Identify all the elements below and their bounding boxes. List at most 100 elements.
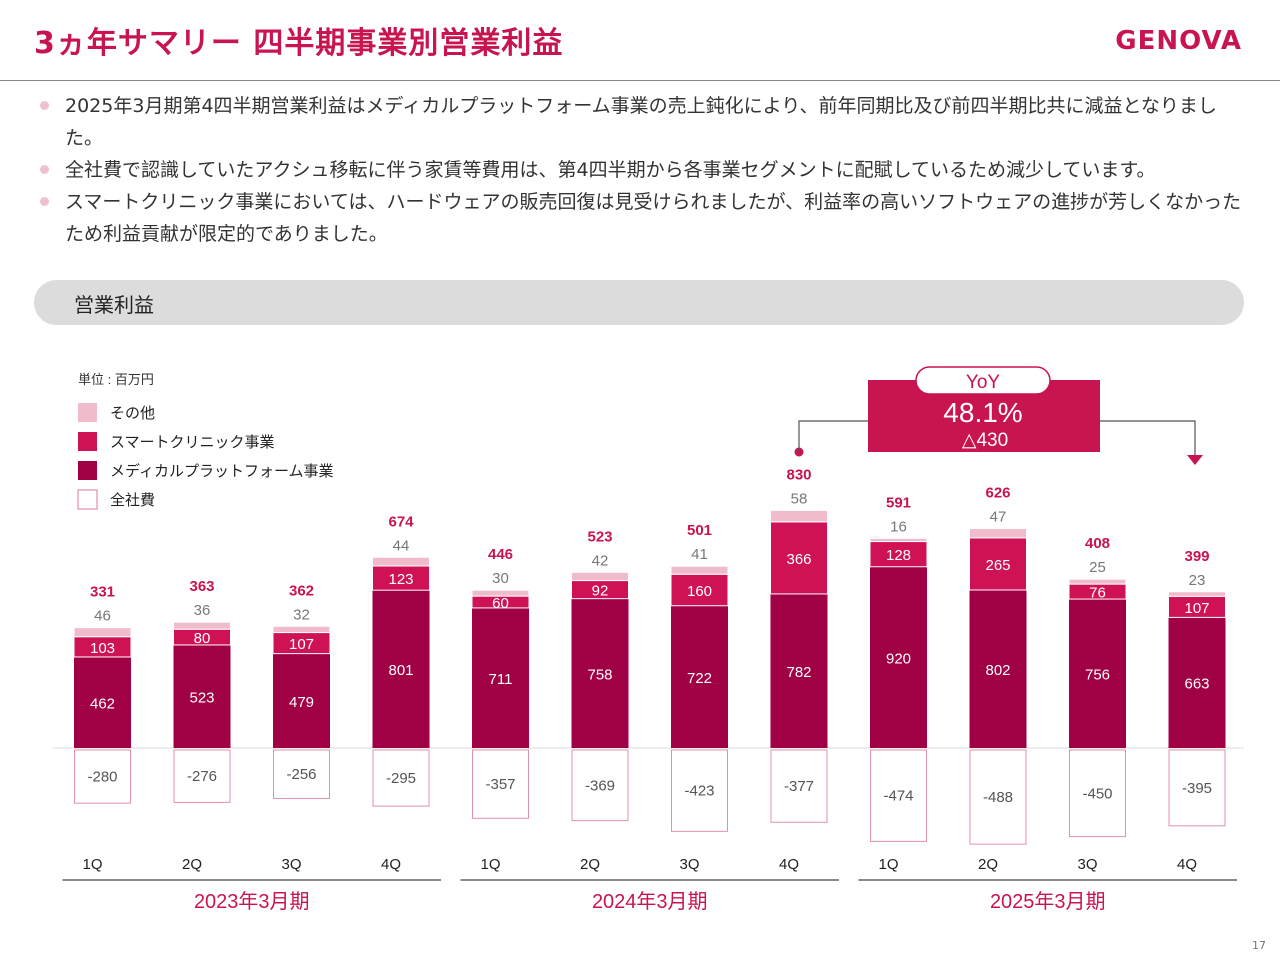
label-medical: 756 [1085,667,1110,684]
x-tick-label: 1Q [480,856,500,873]
x-tick-label: 4Q [779,856,799,873]
bar-corporate [273,749,330,799]
legend-label: スマートクリニック事業 [110,434,275,451]
callout-arrow-icon [1187,455,1203,465]
bullet-text: 2025年3月期第4四半期営業利益はメディカルプラットフォーム事業の売上鈍化によ… [65,95,1217,149]
label-other: 41 [691,546,708,563]
legend-label: メディカルプラットフォーム事業 [110,462,334,480]
bar-medical [273,653,330,748]
bar-other [670,565,729,575]
bar-other [471,589,530,597]
label-corporate: -256 [286,766,316,783]
label-other: 23 [1189,572,1206,589]
bullet-text: スマートクリニック事業においては、ハードウェアの販売回復は見受けられましたが、利… [65,191,1242,245]
label-total: 674 [388,513,414,530]
fiscal-year-label: 2023年3月期 [194,890,310,913]
label-corporate: -276 [187,768,217,785]
label-smart-clinic: 123 [388,571,413,588]
bar-other [869,537,928,543]
label-other: 16 [890,518,907,535]
bar-other [770,509,828,523]
bar-smart-clinic [770,521,828,595]
label-other: 30 [492,570,509,587]
label-smart-clinic: 80 [194,630,211,647]
title-divider [0,80,1280,81]
label-smart-clinic: 107 [289,636,314,653]
label-medical: 802 [985,662,1010,679]
label-smart-clinic: 60 [492,595,509,612]
bar-medical [1168,617,1226,748]
bar-corporate [671,749,728,832]
label-total: 399 [1184,548,1209,565]
bar-medical [870,566,927,748]
bar-other [73,627,132,638]
bar-corporate [969,749,1027,845]
bullet-item: 2025年3月期第4四半期営業利益はメディカルプラットフォーム事業の売上鈍化によ… [40,90,1250,154]
label-smart-clinic: 160 [687,583,712,600]
bar-other [1168,591,1226,597]
label-medical: 758 [587,666,612,683]
section-header: 営業利益 [34,280,1244,325]
label-total: 591 [886,494,911,511]
x-tick-label: 1Q [878,856,898,873]
x-tick-label: 1Q [82,856,102,873]
bar-smart-clinic [969,537,1027,591]
bar-medical [571,598,629,748]
bar-other [173,621,231,630]
bar-smart-clinic [372,565,430,591]
label-corporate: -450 [1082,785,1112,802]
legend-label: その他 [110,405,155,422]
bar-medical [770,593,828,748]
label-corporate: -395 [1182,780,1212,797]
bar-other [272,625,331,634]
bar-corporate [173,749,231,803]
label-corporate: -377 [784,778,814,795]
callout-label: YoY [966,372,1000,393]
label-other: 46 [94,608,111,625]
x-tick-label: 4Q [381,856,401,873]
label-medical: 523 [189,689,214,706]
bar-corporate [571,749,629,822]
bar-other [372,556,430,567]
label-medical: 920 [886,650,911,667]
bar-medical [472,607,529,748]
bar-smart-clinic [869,541,928,568]
label-medical: 711 [489,671,513,688]
bar-medical [74,656,131,748]
label-smart-clinic: 76 [1089,585,1106,602]
label-total: 331 [90,584,115,601]
label-smart-clinic: 92 [592,583,609,600]
label-corporate: -488 [983,789,1013,806]
label-other: 47 [990,509,1007,526]
x-tick-label: 3Q [1077,856,1097,873]
fiscal-year-label: 2025年3月期 [990,890,1106,913]
section-label: 営業利益 [74,293,154,317]
x-tick-label: 4Q [1177,856,1197,873]
bar-corporate [1168,749,1226,827]
bullet-item: 全社費で認識していたアクシュ移転に伴う家賃等費用は、第4四半期から各事業セグメン… [40,154,1250,186]
legend-label: 全社費 [110,491,155,509]
label-smart-clinic: 128 [886,547,911,564]
bullet-text: 全社費で認識していたアクシュ移転に伴う家賃等費用は、第4四半期から各事業セグメン… [65,159,1156,181]
label-other: 32 [293,606,310,623]
x-tick-label: 3Q [281,856,301,873]
bullet-dot-icon [40,101,49,110]
label-other: 58 [791,490,808,507]
bar-corporate [870,749,927,842]
bar-corporate [472,749,529,819]
label-total: 362 [289,582,314,599]
label-corporate: -369 [585,777,615,794]
label-medical: 801 [388,662,413,679]
label-corporate: -280 [87,769,117,786]
label-smart-clinic: 103 [90,640,115,657]
label-smart-clinic: 265 [985,557,1010,574]
label-total: 501 [687,522,712,539]
bullet-dot-icon [40,197,49,206]
label-corporate: -295 [386,770,416,787]
summary-bullets: 2025年3月期第4四半期営業利益はメディカルプラットフォーム事業の売上鈍化によ… [40,90,1250,250]
label-total: 446 [488,546,513,563]
label-smart-clinic: 366 [786,551,811,568]
genova-logo: GENOVA [1115,26,1242,56]
bar-corporate [1069,749,1126,838]
